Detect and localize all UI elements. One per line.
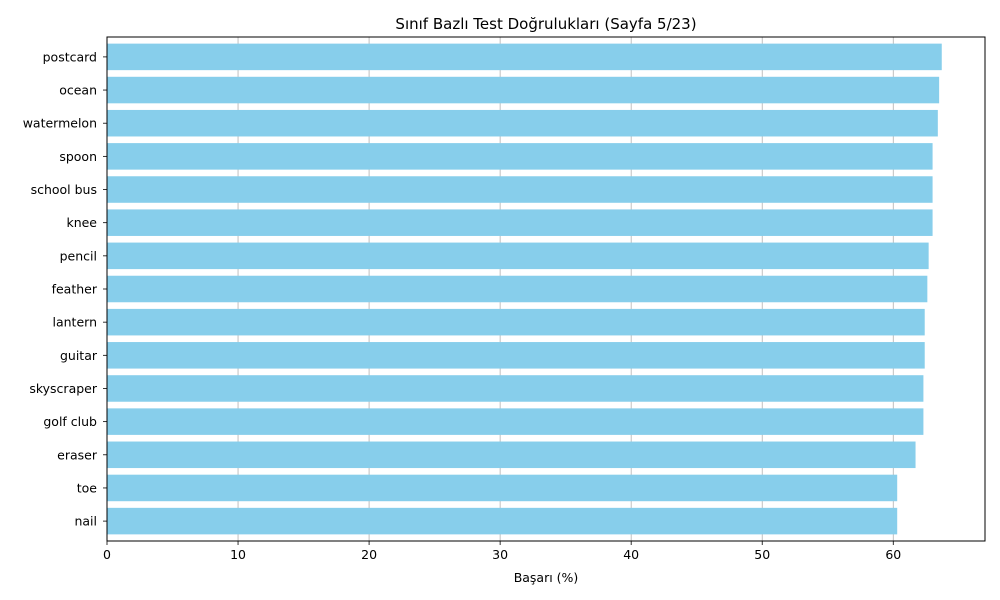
y-tick-label: golf club <box>43 414 97 429</box>
y-tick-label: toe <box>77 480 98 495</box>
y-tick-label: pencil <box>60 248 97 263</box>
x-tick-label: 10 <box>230 547 246 562</box>
x-tick-label: 40 <box>623 547 639 562</box>
bars <box>107 43 942 535</box>
bar <box>107 507 898 535</box>
x-axis: 0 10 20 30 40 50 60 <box>103 541 901 562</box>
y-tick-label: skyscraper <box>29 381 98 396</box>
bar <box>107 441 916 469</box>
y-tick-label: watermelon <box>23 116 97 131</box>
bar <box>107 43 942 71</box>
bar <box>107 408 924 435</box>
y-tick-label: guitar <box>60 348 98 363</box>
bar <box>107 342 925 369</box>
x-tick-label: 50 <box>754 547 770 562</box>
bar <box>107 109 938 137</box>
y-tick-label: postcard <box>43 49 97 64</box>
y-tick-label: spoon <box>59 149 97 164</box>
y-tick-label: ocean <box>59 83 97 98</box>
y-axis: postcard ocean watermelon spoon school bus kn… <box>23 49 107 529</box>
bar <box>107 143 933 170</box>
y-tick-label: feather <box>52 282 98 297</box>
chart-title: Sınıf Bazlı Test Doğrulukları (Sayfa 5/2… <box>395 15 696 33</box>
bar <box>107 76 940 104</box>
x-tick-label: 30 <box>492 547 508 562</box>
bar <box>107 209 933 236</box>
x-tick-label: 0 <box>103 547 111 562</box>
y-tick-label: eraser <box>57 447 98 462</box>
y-tick-label: nail <box>74 514 97 529</box>
x-axis-label: Başarı (%) <box>514 570 579 585</box>
y-tick-label: school bus <box>31 182 97 197</box>
x-tick-label: 60 <box>885 547 901 562</box>
y-tick-label: knee <box>66 215 97 230</box>
x-tick-label: 20 <box>361 547 377 562</box>
bar <box>107 275 928 303</box>
bar <box>107 474 898 502</box>
y-tick-label: lantern <box>53 315 98 330</box>
bar <box>107 242 929 270</box>
bar <box>107 176 933 203</box>
bar <box>107 375 924 402</box>
bar <box>107 308 925 336</box>
